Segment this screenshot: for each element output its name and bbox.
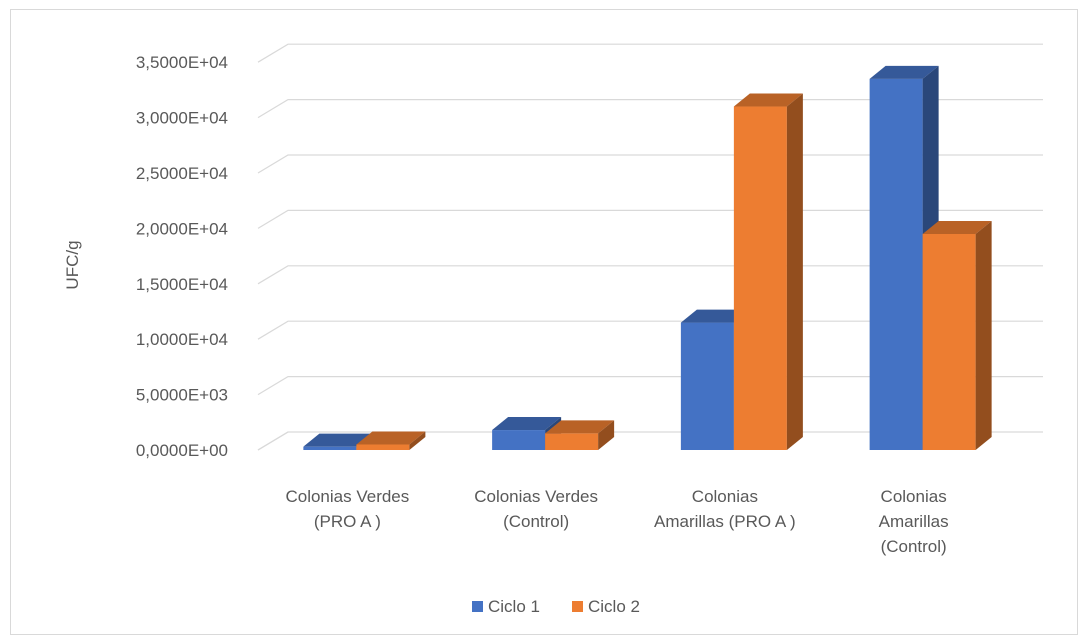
bar-side (975, 220, 992, 450)
bar-top (356, 431, 426, 445)
x-axis-category-labels: Colonias Verdes (PRO A ) Colonias Verdes (C… (285, 487, 948, 556)
category-label: (Control) (503, 512, 569, 531)
bar-ciclo-2-4 (922, 220, 992, 450)
bar-side (786, 93, 803, 451)
category-label: Colonias Verdes (474, 487, 598, 506)
bar-front (492, 430, 546, 450)
legend: Ciclo 1 Ciclo 2 (472, 597, 640, 616)
bar-front (545, 433, 599, 450)
bar-top (680, 309, 750, 323)
y-tick-label: 2,5000E+04 (136, 164, 228, 183)
category-label: Colonias (881, 487, 947, 506)
category-label: Amarillas (879, 512, 949, 531)
category-label: Colonias Verdes (285, 487, 409, 506)
bars (303, 65, 992, 451)
bar-front (303, 446, 357, 450)
bar-top (492, 417, 562, 431)
bar-top (922, 220, 992, 234)
bar-front (869, 78, 923, 450)
bar-ciclo-2-3 (733, 93, 803, 451)
y-tick-label: 1,5000E+04 (136, 275, 228, 294)
bar-side (409, 431, 426, 450)
category-label: Amarillas (PRO A ) (654, 512, 796, 531)
y-tick-label: 3,0000E+04 (136, 109, 228, 128)
category-label: (Control) (881, 537, 947, 556)
bar-side (598, 420, 615, 450)
bar-front (356, 444, 410, 450)
floor-edge (257, 431, 289, 451)
y-tick-label: 5,0000E+03 (136, 386, 228, 405)
y-axis-tick-labels: 0,0000E+00 5,0000E+03 1,0000E+04 1,5000E+04… (136, 53, 228, 460)
gridline (257, 43, 1043, 63)
bar-front (922, 233, 976, 450)
legend-label: Ciclo 1 (488, 597, 540, 616)
y-axis-title: UFC/g (63, 240, 82, 289)
y-tick-label: 1,0000E+04 (136, 330, 228, 349)
y-tick-label: 2,0000E+04 (136, 219, 228, 238)
bar-top (545, 420, 615, 434)
bar-front (680, 322, 734, 450)
legend-swatch (472, 601, 483, 612)
category-label: Colonias (692, 487, 758, 506)
bar-top (869, 65, 939, 79)
bar-front (733, 106, 787, 451)
bar-ciclo-2-2 (545, 420, 615, 450)
bar-top (733, 93, 803, 107)
legend-swatch (572, 601, 583, 612)
bar-ciclo-2-1 (356, 431, 426, 450)
bar-top (303, 433, 373, 447)
y-tick-label: 0,0000E+00 (136, 441, 228, 460)
legend-label: Ciclo 2 (588, 597, 640, 616)
y-tick-label: 3,5000E+04 (136, 53, 228, 72)
category-label: (PRO A ) (314, 512, 381, 531)
